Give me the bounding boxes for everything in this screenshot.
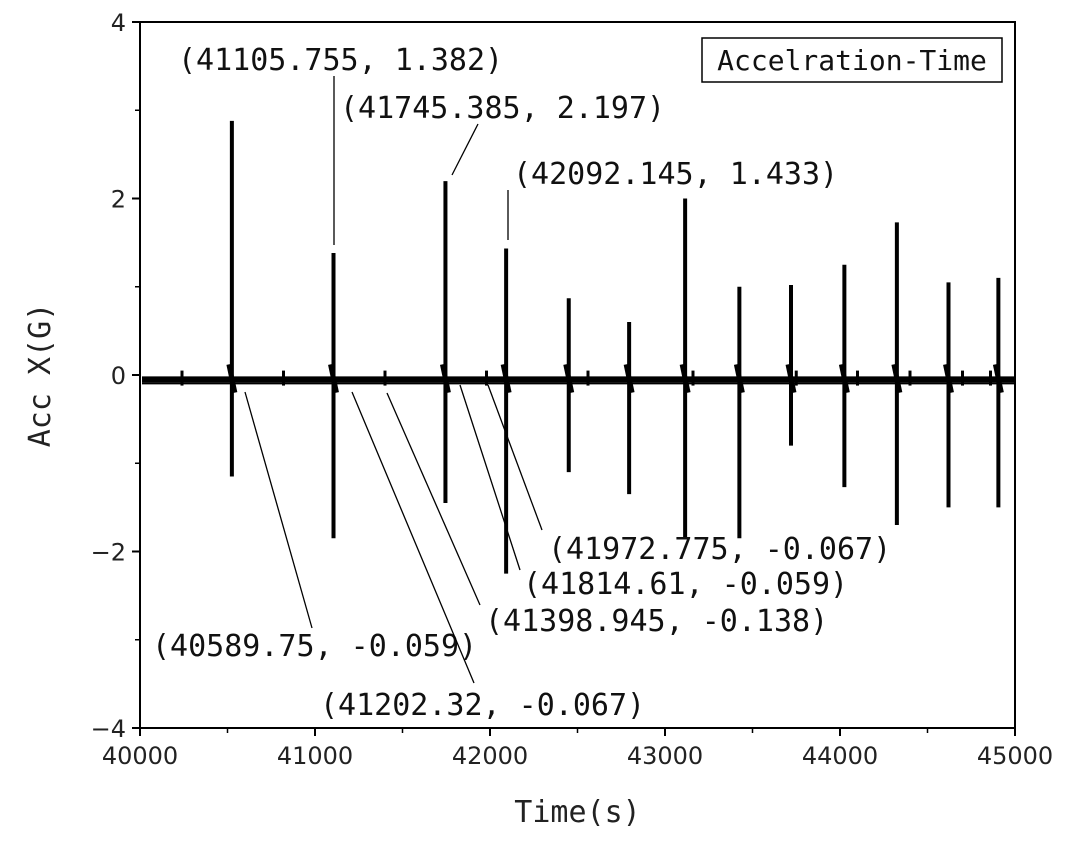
spike-blob-11 (943, 363, 954, 394)
annotation-label-7: (41202.32, -0.067) (320, 688, 645, 723)
y-axis-title: Acc X(G) (23, 303, 58, 448)
y-tick-label: −4 (91, 715, 126, 743)
annotation-label-0: (41105.755, 1.382) (178, 43, 503, 78)
spike-blob-7 (733, 363, 745, 394)
spike-blob-8 (785, 363, 797, 394)
x-axis-title: Time(s) (514, 795, 640, 830)
y-tick-label: 2 (111, 186, 126, 214)
annotation-label-1: (41745.385, 2.197) (340, 91, 665, 126)
annotation-label-4: (41814.61, -0.059) (523, 567, 848, 602)
spike-blob-6 (679, 363, 691, 394)
annotation-leader-1 (451, 123, 479, 176)
annotation-leader-6 (244, 391, 313, 629)
annotation-label-6: (40589.75, -0.059) (152, 629, 477, 664)
annotation-leader-4 (459, 384, 521, 571)
y-tick-label: −2 (91, 539, 126, 567)
spike-blob-4 (563, 363, 575, 394)
spike-blob-3 (500, 363, 512, 394)
x-tick-label: 40000 (102, 742, 178, 770)
y-tick-label: 0 (111, 362, 126, 390)
x-tick-label: 42000 (452, 742, 528, 770)
legend-label: Accelration-Time (717, 44, 987, 77)
annotation-label-3: (41972.775, -0.067) (548, 532, 891, 567)
spike-blob-2 (439, 363, 451, 394)
annotation-leader-5 (386, 392, 481, 606)
legend-box (701, 37, 1003, 83)
x-tick-label: 45000 (977, 742, 1053, 770)
spike-blob-10 (891, 363, 903, 394)
x-tick-label: 43000 (627, 742, 703, 770)
annotation-label-2: (42092.145, 1.433) (513, 157, 838, 192)
annotation-leader-3 (487, 384, 543, 531)
spike-blob-12 (992, 363, 1004, 394)
x-tick-label: 41000 (277, 742, 353, 770)
annotation-label-5: (41398.945, -0.138) (485, 604, 828, 639)
spike-blob-5 (623, 363, 635, 394)
spike-blob-9 (838, 363, 850, 394)
spike-blob-1 (328, 363, 339, 394)
x-tick-label: 44000 (802, 742, 878, 770)
annotation-leader-7 (351, 391, 475, 684)
y-tick-label: 4 (111, 9, 126, 37)
spike-blob-0 (226, 363, 238, 394)
